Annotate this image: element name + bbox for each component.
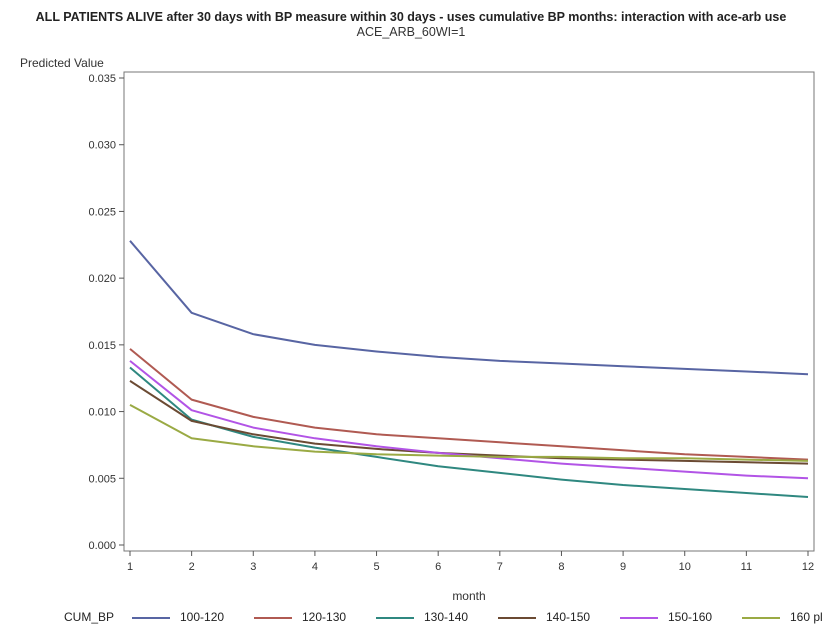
legend-label: 120-130 [302, 610, 347, 624]
series-lines [129, 240, 809, 498]
legend-label: 160 plu [790, 610, 822, 624]
x-tick-label: 6 [435, 561, 441, 573]
y-tick-label: 0.005 [88, 473, 116, 485]
legend-title: CUM_BP [64, 610, 115, 624]
legend: CUM_BP 100-120 120-130 130-140 140-150 150-1… [14, 610, 822, 628]
legend-swatch [376, 617, 414, 619]
x-axis: 1 2 3 4 5 6 7 8 9 10 11 12 [127, 551, 814, 573]
series-line-140-150 [129, 380, 809, 465]
y-tick-label: 0.000 [88, 540, 116, 552]
legend-swatch [620, 617, 658, 619]
x-tick-label: 11 [741, 561, 752, 573]
series-line-160-plu [129, 404, 809, 462]
legend-swatch [498, 617, 536, 619]
chart-subtitle: ACE_ARB_60WI=1 [356, 25, 466, 39]
x-tick-label: 10 [679, 561, 691, 573]
x-tick-label: 3 [250, 561, 256, 573]
x-tick-label: 2 [189, 561, 195, 573]
plot-frame [123, 71, 815, 552]
plot-border [123, 71, 815, 552]
legend-label: 150-160 [668, 610, 713, 624]
y-tick-label: 0.035 [88, 73, 116, 85]
legend-swatch [132, 617, 170, 619]
series-line-100-120 [129, 240, 809, 376]
y-axis: 0.000 0.005 0.010 0.015 0.020 0.025 0.030 0.035 [88, 73, 124, 552]
legend-swatch [254, 617, 292, 619]
y-tick-label: 0.015 [88, 340, 116, 352]
x-tick-label: 7 [497, 561, 503, 573]
series-line-130-140 [129, 366, 809, 498]
y-tick-label: 0.020 [88, 273, 116, 285]
chart-title: ALL PATIENTS ALIVE after 30 days with BP… [35, 10, 787, 24]
y-tick-label: 0.025 [88, 206, 116, 218]
legend-swatch [742, 617, 780, 619]
x-tick-label: 8 [558, 561, 564, 573]
x-tick-label: 4 [312, 561, 318, 573]
series-line-120-130 [129, 348, 809, 461]
legend-label: 130-140 [424, 610, 469, 624]
y-tick-label: 0.030 [88, 140, 116, 152]
x-tick-label: 5 [373, 561, 379, 573]
y-tick-label: 0.010 [88, 407, 116, 419]
x-tick-label: 12 [802, 561, 814, 573]
x-axis-label: month [452, 589, 485, 603]
legend-label: 100-120 [180, 610, 225, 624]
y-axis-label: Predicted Value [20, 56, 104, 70]
x-tick-label: 1 [127, 561, 133, 573]
x-tick-label: 9 [620, 561, 626, 573]
legend-label: 140-150 [546, 610, 591, 624]
